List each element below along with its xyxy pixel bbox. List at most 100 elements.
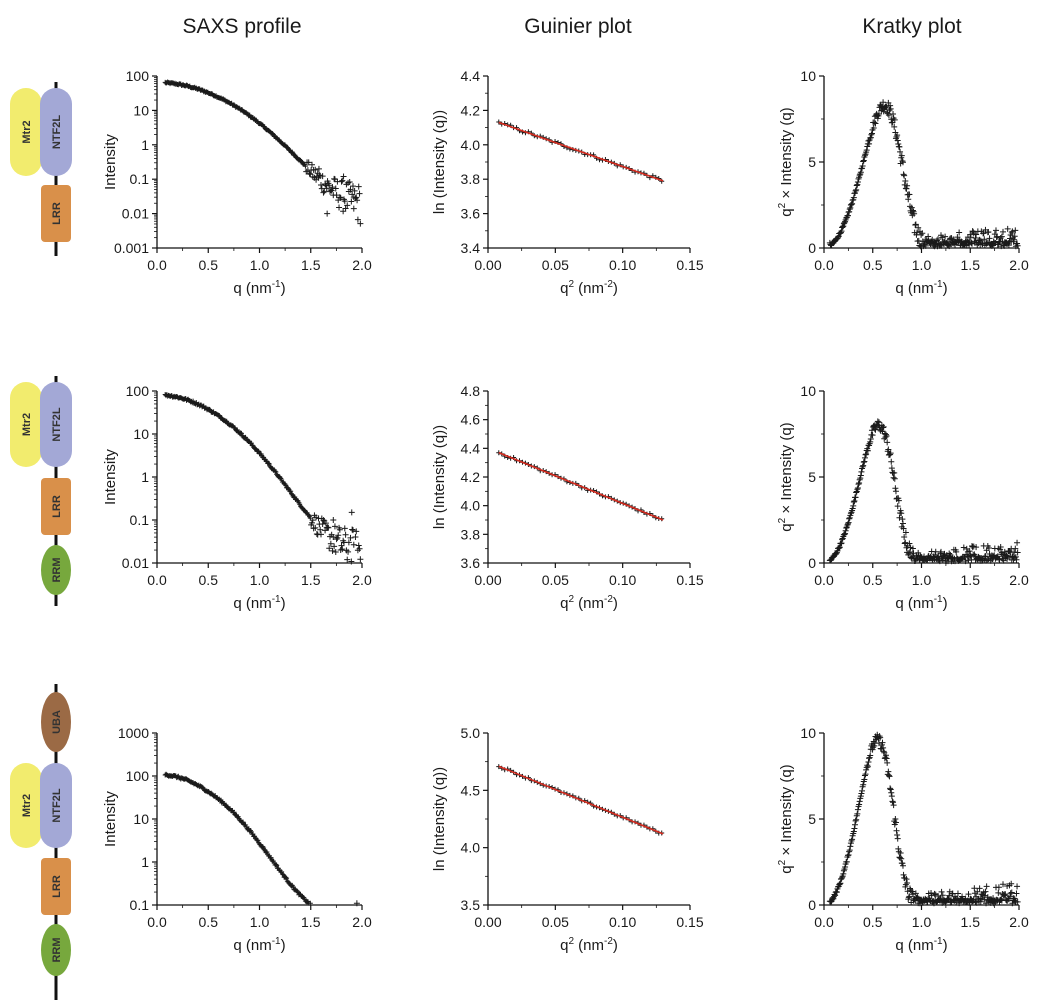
kratky-plot-row-1: 0 5 10 0.0 0.5 1.0 1.5 2.0 q (nm-1) q2 × Intensit… — [777, 68, 1029, 297]
data-point — [853, 816, 860, 823]
data-point — [839, 536, 846, 543]
data-point — [854, 181, 861, 188]
y-tick-label: 10 — [133, 811, 149, 827]
data-point — [836, 544, 843, 551]
x-tick-label: 0.0 — [814, 572, 834, 588]
data-point — [844, 520, 851, 527]
x-tick-label: 0.0 — [814, 257, 834, 273]
data-point — [833, 889, 840, 896]
data-point — [937, 550, 944, 557]
data-point — [956, 229, 963, 236]
data-point — [357, 556, 364, 563]
data-point — [869, 432, 876, 439]
data-point — [318, 531, 324, 538]
data-point — [849, 505, 856, 512]
data-point — [860, 781, 867, 788]
y-tick-label: 1 — [141, 137, 149, 153]
x-tick-label: 0.5 — [199, 914, 219, 930]
x-tick-label: 0.5 — [863, 572, 883, 588]
data-point — [837, 229, 844, 236]
data-point — [357, 220, 364, 227]
data-point — [867, 438, 874, 445]
data-point — [838, 228, 845, 235]
data-point — [850, 498, 857, 505]
guinier-plot-row-2: 3.6 3.8 4.0 4.2 4.4 4.6 4.8 0.00 0.05 0.10 0.15 q2 … — [431, 383, 704, 612]
data-point — [853, 182, 860, 189]
data-point — [1004, 225, 1011, 232]
data-point — [939, 557, 946, 564]
x-tick-label: 0.00 — [474, 257, 501, 273]
data-point — [852, 187, 859, 194]
y-tick-label: 100 — [126, 768, 150, 784]
domain-ntf2l-label: NTF2L — [51, 407, 63, 442]
data-point — [895, 845, 902, 852]
data-point — [290, 884, 296, 890]
y-axis-label: Intensity — [102, 791, 119, 847]
data-point — [939, 234, 946, 241]
data-point — [839, 224, 846, 231]
data-point — [899, 520, 906, 527]
domain-mtr2-label: Mtr2 — [21, 120, 33, 143]
x-tick-label: 2.0 — [1009, 914, 1029, 930]
data-point — [931, 890, 938, 897]
data-point — [273, 862, 279, 868]
data-point — [1011, 895, 1018, 902]
data-point — [942, 233, 949, 240]
domain-diagram-3: UBA Mtr2 NTF2L LRR RRM — [10, 684, 72, 1000]
data-point — [338, 178, 345, 185]
data-point — [326, 545, 333, 552]
data-point — [1000, 881, 1007, 888]
data-point — [356, 545, 363, 552]
x-tick-label: 1.0 — [250, 257, 270, 273]
data-point — [832, 892, 839, 899]
x-axis-label: q (nm-1) — [895, 936, 947, 954]
data-point — [857, 793, 864, 800]
data-point — [842, 527, 849, 534]
data-point — [997, 543, 1004, 550]
data-point — [839, 874, 846, 881]
data-point — [892, 488, 899, 495]
data-point — [836, 881, 843, 888]
data-point — [258, 451, 264, 457]
data-point — [909, 207, 916, 214]
data-point — [345, 539, 352, 546]
x-tick-label: 1.5 — [961, 572, 981, 588]
x-tick-label: 1.0 — [912, 257, 932, 273]
data-point — [883, 755, 890, 762]
data-point — [266, 460, 272, 466]
data-point — [891, 123, 898, 130]
data-point — [356, 190, 363, 197]
data-point — [880, 424, 887, 431]
data-point — [1001, 892, 1008, 899]
data-point — [332, 185, 339, 192]
data-point — [1011, 236, 1018, 243]
domain-lrr-label: LRR — [51, 875, 63, 898]
domain-mtr2-shape — [10, 88, 42, 176]
x-tick-label: 0.5 — [199, 572, 219, 588]
x-tick-label: 1.5 — [301, 914, 321, 930]
guinier-fit-line — [498, 121, 664, 182]
data-point — [902, 539, 909, 546]
data-point — [312, 166, 319, 173]
domain-rrm-shape — [41, 545, 71, 595]
data-point — [308, 519, 315, 526]
domain-lrr-shape — [41, 478, 71, 535]
y-tick-label: 0 — [808, 555, 816, 571]
data-point — [350, 205, 357, 212]
data-point — [851, 497, 858, 504]
data-point — [965, 891, 972, 898]
data-point — [985, 544, 992, 551]
x-tick-label: 0.05 — [542, 914, 569, 930]
data-point — [906, 549, 913, 556]
data-point — [308, 161, 315, 168]
data-point — [841, 531, 848, 538]
data-point — [894, 503, 901, 510]
data-point — [305, 159, 312, 166]
y-tick-label: 4.5 — [461, 782, 481, 798]
data-point — [894, 137, 901, 144]
data-point — [959, 893, 966, 900]
data-point — [1014, 898, 1021, 905]
data-point — [342, 205, 349, 212]
data-point — [852, 821, 859, 828]
data-point — [857, 475, 864, 482]
